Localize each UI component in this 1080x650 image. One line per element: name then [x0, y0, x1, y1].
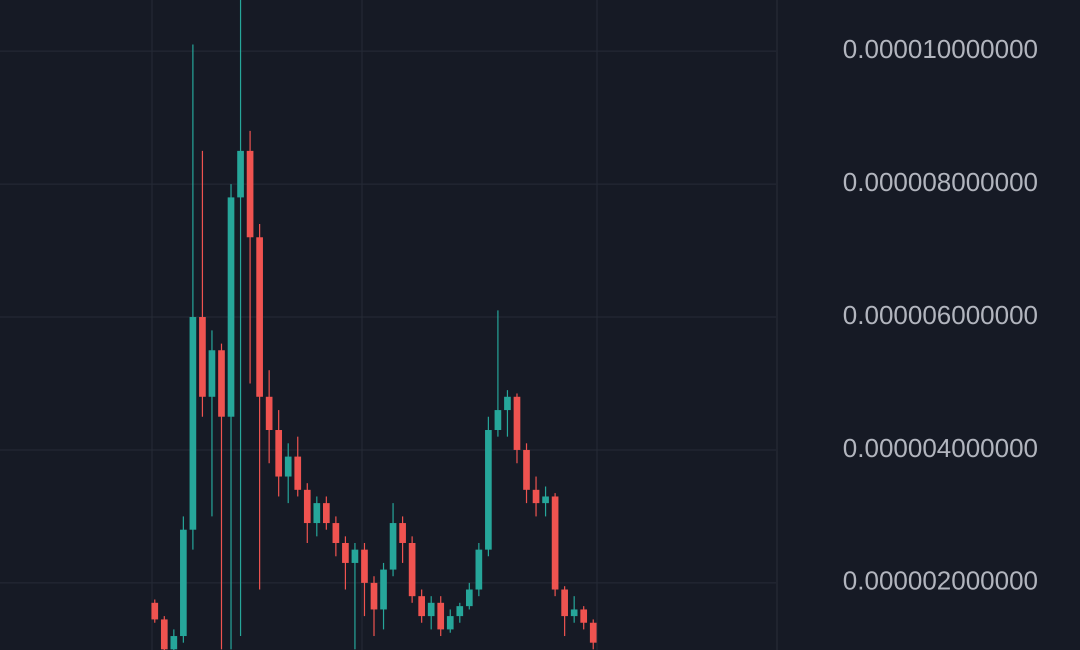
candle-body: [437, 602, 445, 630]
candles: [151, 0, 597, 650]
y-tick-label: 0.000008000000: [843, 167, 1038, 197]
candle-body: [256, 237, 263, 397]
candle-body: [199, 317, 206, 397]
candle-body: [294, 456, 302, 490]
candle-body: [265, 396, 273, 431]
candle-body: [485, 430, 492, 550]
candle-body: [275, 430, 283, 477]
candle-body: [494, 410, 502, 431]
candle-body: [380, 569, 387, 610]
candle-body: [408, 542, 416, 597]
candle-body: [532, 489, 540, 504]
candle-body: [227, 197, 235, 417]
candle-body: [456, 606, 464, 617]
candle-body: [160, 619, 168, 650]
candle-body: [361, 549, 368, 583]
candle-body: [561, 589, 568, 617]
y-tick-label: 0.000004000000: [843, 433, 1038, 463]
candle-body: [589, 622, 597, 643]
candle-body: [323, 503, 330, 524]
y-tick-label: 0.000010000000: [843, 34, 1038, 64]
candle-body: [523, 449, 530, 490]
candle-body: [332, 523, 340, 543]
candle-body: [389, 523, 397, 570]
candle-body: [189, 317, 197, 530]
y-tick-label: 0.000006000000: [843, 300, 1038, 330]
y-tick-label: 0.000002000000: [843, 566, 1038, 596]
candle-body: [570, 609, 578, 617]
candle-body: [342, 542, 349, 563]
candle-body: [446, 616, 454, 630]
candle-body: [208, 350, 216, 397]
candle-body: [475, 549, 483, 590]
candle-body: [151, 602, 159, 620]
candle-body: [303, 489, 311, 524]
candle-body: [246, 150, 254, 238]
candle-body: [237, 150, 244, 198]
candle-body: [504, 396, 511, 411]
candle-body: [218, 350, 225, 417]
candle-body: [513, 396, 521, 450]
candle-body: [465, 589, 473, 607]
candle-body: [418, 596, 425, 617]
candle-body: [399, 523, 406, 543]
candle-body: [351, 549, 359, 563]
candle-body: [180, 529, 187, 637]
candle-body: [551, 496, 559, 590]
candle-body: [580, 609, 588, 623]
candle-body: [370, 582, 378, 610]
y-axis: 0.000002000000 0.000004000000 0.0000060000…: [843, 34, 1038, 596]
candle-body: [170, 636, 178, 650]
candle-body: [284, 456, 292, 477]
candle-body: [427, 602, 435, 617]
grid: [0, 50, 776, 584]
candle-body: [542, 496, 549, 504]
candle-body: [313, 503, 321, 524]
